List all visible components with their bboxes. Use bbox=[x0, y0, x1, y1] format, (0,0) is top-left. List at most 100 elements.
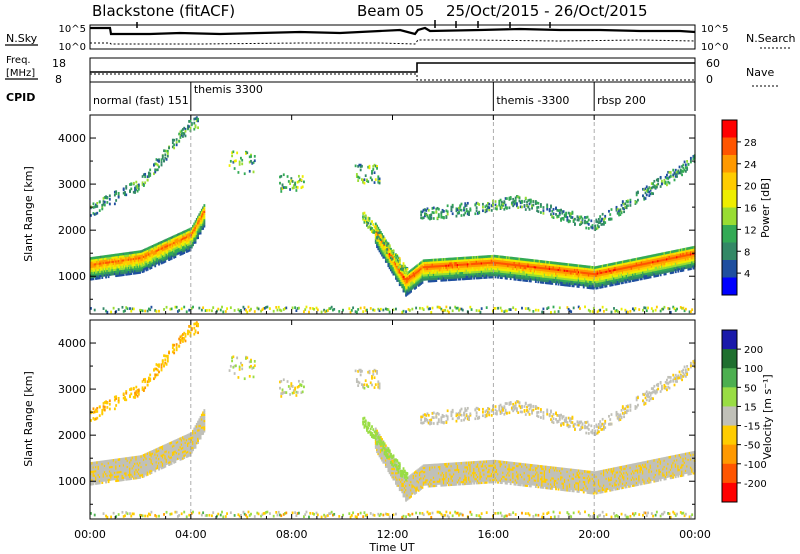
power-echo-cell bbox=[546, 264, 549, 268]
power-echo-cell bbox=[498, 269, 501, 273]
power-echo-cell bbox=[600, 277, 603, 281]
power-echo-cell bbox=[628, 259, 631, 262]
power-echo-cell bbox=[677, 251, 680, 254]
power-echo-cell bbox=[139, 262, 142, 266]
power-echo-cell bbox=[427, 263, 430, 266]
power-echo-cell bbox=[388, 252, 391, 255]
power-echo-cell bbox=[653, 179, 656, 183]
power-echo-cell bbox=[539, 274, 542, 278]
power-echo-cell bbox=[403, 271, 406, 274]
power-echo-cell bbox=[589, 309, 591, 313]
power-echo-cell bbox=[408, 280, 411, 284]
power-echo-cell bbox=[592, 286, 595, 290]
power-echo-cell bbox=[585, 281, 588, 285]
power-echo-cell bbox=[395, 274, 397, 278]
power-echo-cell bbox=[466, 277, 469, 280]
power-echo-cell bbox=[479, 268, 482, 271]
power-echo-cell bbox=[130, 268, 133, 271]
power-echo-cell bbox=[427, 271, 430, 275]
power-echo-cell bbox=[560, 272, 562, 276]
power-echo-cell bbox=[431, 262, 434, 266]
power-echo-cell bbox=[195, 119, 198, 123]
power-echo-cell bbox=[149, 168, 152, 172]
power-echo-cell bbox=[586, 277, 589, 281]
freq-label-1: Freq. bbox=[6, 55, 31, 66]
power-echo-cell bbox=[125, 264, 128, 268]
power-echo-cell bbox=[102, 274, 105, 277]
power-echo-cell bbox=[536, 206, 539, 209]
power-echo-cell bbox=[524, 270, 527, 274]
power-echo-cell bbox=[412, 267, 415, 270]
power-echo-cell bbox=[464, 211, 467, 215]
power-echo-cell bbox=[102, 255, 105, 259]
power-echo-cell bbox=[478, 262, 481, 265]
power-echo-cell bbox=[112, 254, 115, 257]
power-echo-cell bbox=[398, 283, 401, 287]
power-echo-cell bbox=[374, 234, 377, 238]
power-echo-cell bbox=[596, 278, 599, 281]
power-echo-cell bbox=[156, 168, 159, 172]
cpid-segment-label: rbsp 200 bbox=[597, 94, 646, 107]
power-echo-cell bbox=[169, 257, 172, 261]
power-echo-cell bbox=[647, 188, 649, 191]
power-echo-cell bbox=[606, 274, 609, 277]
power-echo-cell bbox=[510, 201, 513, 205]
power-echo-cell bbox=[160, 251, 163, 255]
power-echo-cell bbox=[602, 270, 605, 274]
power-echo-cell bbox=[471, 268, 474, 272]
power-echo-cell bbox=[566, 275, 569, 279]
power-echo-cell bbox=[471, 270, 474, 274]
power-echo-cell bbox=[106, 196, 109, 200]
power-echo-cell bbox=[97, 256, 100, 259]
power-echo-cell bbox=[122, 267, 125, 270]
power-echo-cell bbox=[485, 259, 488, 263]
power-echo-cell bbox=[459, 273, 462, 277]
power-echo-cell bbox=[121, 273, 124, 277]
power-echo-cell bbox=[469, 207, 472, 211]
power-echo-cell bbox=[516, 271, 518, 275]
power-echo-cell bbox=[655, 257, 658, 261]
power-echo-cell bbox=[562, 273, 565, 276]
power-echo-cell bbox=[233, 309, 236, 312]
power-echo-cell bbox=[654, 264, 657, 267]
power-echo-cell bbox=[395, 256, 397, 260]
power-echo-cell bbox=[179, 251, 182, 254]
power-echo-cell bbox=[149, 174, 152, 177]
power-echo-cell bbox=[668, 251, 671, 254]
power-echo-cell bbox=[653, 185, 656, 189]
power-echo-cell bbox=[655, 185, 658, 189]
power-echo-cell bbox=[137, 269, 140, 272]
power-echo-cell bbox=[112, 270, 115, 274]
power-echo-cell bbox=[504, 260, 507, 263]
power-echo-cell bbox=[624, 280, 627, 284]
power-echo-cell bbox=[392, 262, 395, 266]
power-echo-cell bbox=[479, 261, 482, 265]
power-echo-cell bbox=[96, 256, 99, 259]
nave-tick-hi: 60 bbox=[706, 57, 720, 70]
power-echo-cell bbox=[671, 250, 673, 254]
power-echo-cell bbox=[490, 259, 493, 262]
power-echo-cell bbox=[517, 257, 520, 261]
power-echo-cell bbox=[149, 256, 152, 260]
power-echo-cell bbox=[395, 253, 397, 257]
power-echo-cell bbox=[676, 251, 678, 255]
power-echo-cell bbox=[483, 261, 486, 265]
power-echo-cell bbox=[373, 171, 376, 175]
power-echo-cell bbox=[193, 127, 196, 131]
power-echo-cell bbox=[563, 269, 566, 272]
power-echo-cell bbox=[558, 276, 561, 280]
power-echo-cell bbox=[538, 262, 541, 265]
power-echo-cell bbox=[424, 214, 426, 218]
power-echo-cell bbox=[108, 269, 111, 272]
power-echo-cell bbox=[362, 215, 365, 219]
power-echo-cell bbox=[198, 223, 201, 227]
power-echo-cell bbox=[103, 269, 106, 273]
power-echo-cell bbox=[639, 277, 642, 281]
power-echo-cell bbox=[469, 208, 472, 212]
power-echo-cell bbox=[566, 263, 569, 266]
power-echo-cell bbox=[421, 270, 424, 274]
power-echo-cell bbox=[618, 209, 620, 213]
power-echo-cell bbox=[200, 227, 203, 231]
power-echo-cell bbox=[537, 210, 540, 213]
power-echo-cell bbox=[439, 306, 441, 310]
